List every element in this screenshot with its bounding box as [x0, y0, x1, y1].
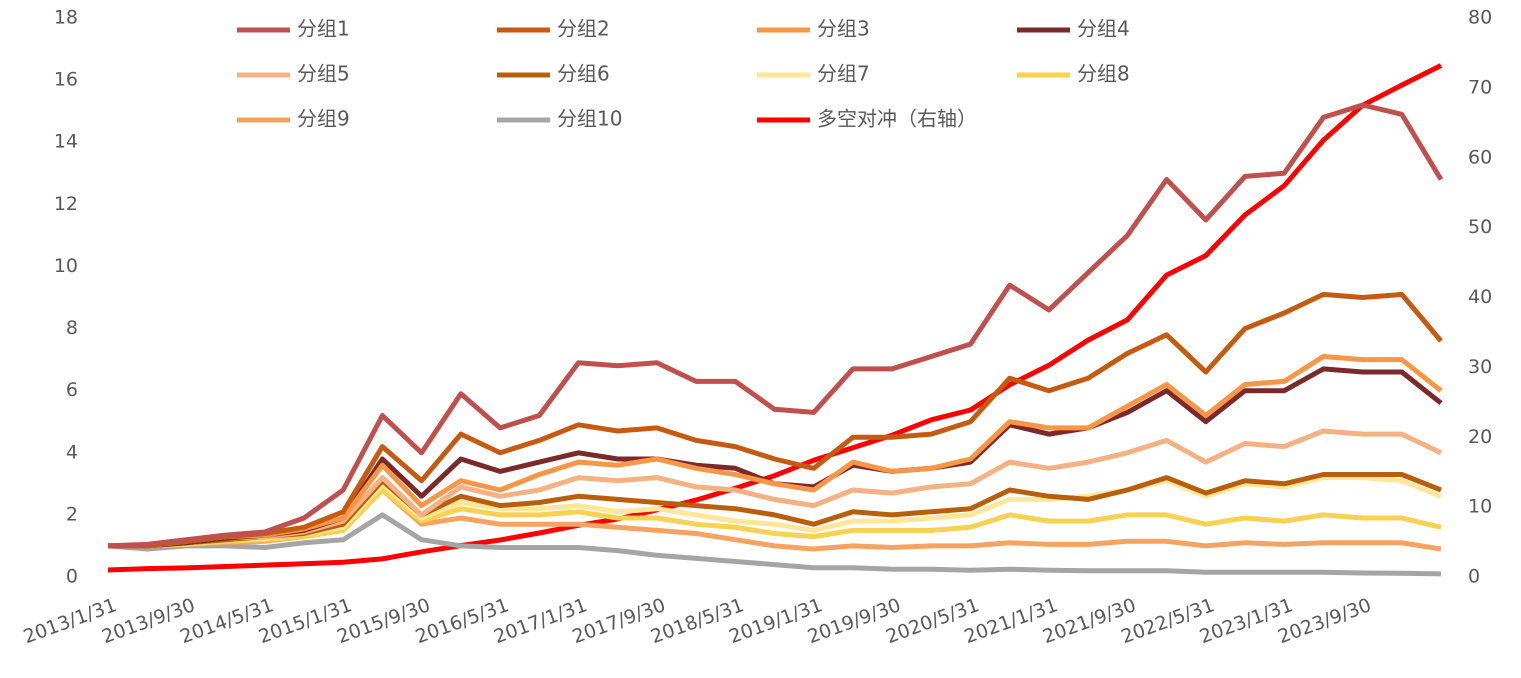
y2-tick-label: 50: [1468, 216, 1492, 238]
y-tick-label: 12: [54, 193, 78, 215]
legend-label: 分组7: [817, 62, 870, 86]
y2-tick-label: 80: [1468, 7, 1492, 29]
legend-label: 分组2: [557, 17, 610, 41]
y2-tick-label: 30: [1468, 356, 1492, 378]
legend-label: 分组4: [1077, 17, 1130, 41]
y2-tick-label: 40: [1468, 286, 1492, 308]
y2-tick-label: 10: [1468, 496, 1492, 518]
legend-label: 多空对冲（右轴）: [817, 107, 977, 131]
y2-tick-label: 20: [1468, 426, 1492, 448]
series-line: [107, 102, 1444, 549]
y-tick-label: 2: [66, 503, 78, 525]
y-tick-label: 10: [54, 255, 78, 277]
y2-tick-label: 0: [1468, 566, 1480, 588]
series-line: [108, 354, 1443, 549]
y-tick-label: 0: [66, 566, 78, 588]
series-line: [107, 512, 1442, 577]
y-tick-label: 18: [54, 7, 78, 29]
legend-label: 分组5: [297, 62, 350, 86]
legend-label: 分组8: [1077, 62, 1130, 86]
y-tick-label: 8: [66, 317, 78, 339]
legend-label: 分组1: [297, 17, 350, 41]
legend-label: 分组6: [557, 62, 610, 86]
y-tick-label: 4: [66, 441, 78, 463]
series-line: [108, 291, 1443, 549]
y-tick-label: 6: [66, 379, 78, 401]
legend-label: 分组3: [817, 17, 870, 41]
y-tick-label: 16: [54, 69, 78, 91]
series-line: [107, 63, 1443, 573]
y2-tick-label: 70: [1468, 76, 1492, 98]
y-tick-label: 14: [54, 131, 78, 153]
series-line: [108, 487, 1442, 549]
legend-label: 分组10: [557, 107, 622, 131]
y2-tick-label: 60: [1468, 146, 1492, 168]
legend-label: 分组9: [297, 107, 350, 131]
